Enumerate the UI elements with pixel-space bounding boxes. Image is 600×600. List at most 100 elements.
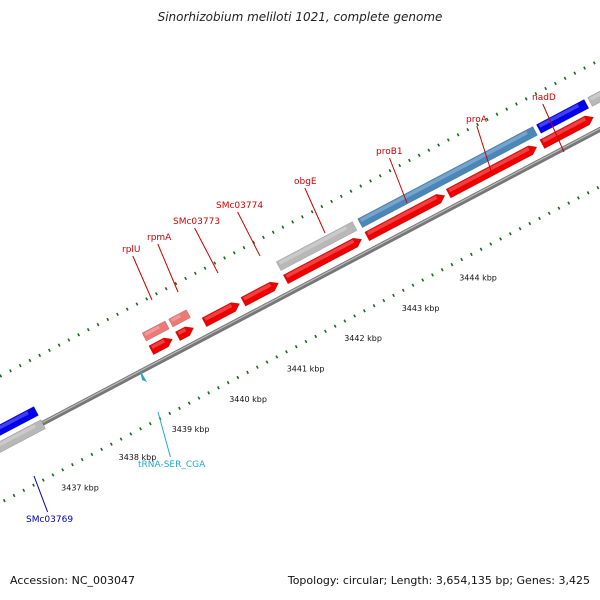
- trna-marker[interactable]: [140, 370, 147, 382]
- gene-rpmA-block-shape[interactable]: [175, 323, 196, 342]
- gene-proB1-cds-block-shape[interactable]: [357, 126, 538, 228]
- inner-tick-mark: [314, 334, 318, 339]
- inner-tick-mark: [61, 468, 65, 472]
- outer-tick-mark: [262, 235, 265, 240]
- gene-obgE-cds-block-shape[interactable]: [275, 221, 358, 271]
- gene-leader-line: [194, 227, 219, 274]
- outer-tick-mark: [281, 225, 285, 229]
- outer-tick-mark: [252, 240, 256, 245]
- gene-obgE-cds-block[interactable]: [275, 221, 358, 271]
- inner-tick-mark: [168, 411, 172, 416]
- gene-SMc03774-block[interactable]: [240, 279, 281, 307]
- gene-next-block[interactable]: [587, 80, 600, 107]
- gene-SMc03774-block-highlight: [243, 283, 272, 301]
- gene-next-block-shape[interactable]: [587, 80, 600, 107]
- gene-obgE-block-highlight: [285, 239, 355, 279]
- outer-tick-mark: [495, 112, 499, 116]
- gene-SMc03769-cds-block-highlight: [0, 424, 36, 465]
- gene-leader-line: [389, 157, 408, 204]
- gene-label-tRNA-SER_CGA[interactable]: tRNA-SER_CGA: [138, 460, 206, 470]
- gene-label-obgE[interactable]: obgE: [294, 177, 317, 187]
- scale-label: 3441 kbp: [287, 365, 325, 374]
- outer-tick-mark: [125, 307, 129, 311]
- gene-label-SMc03769[interactable]: SMc03769: [26, 515, 73, 525]
- gene-label-proB1[interactable]: proB1: [376, 147, 403, 157]
- inner-tick-mark: [450, 262, 454, 267]
- outer-tick-mark: [485, 117, 489, 122]
- gene-label-SMc03773[interactable]: SMc03773: [173, 217, 220, 227]
- inner-tick-mark: [362, 309, 366, 313]
- inner-tick-mark: [460, 257, 464, 262]
- gene-SMc03769-cds-block[interactable]: [0, 419, 46, 471]
- gene-obgE-block[interactable]: [282, 235, 364, 285]
- inner-tick-mark: [32, 483, 35, 487]
- gene-SMc03773-block[interactable]: [201, 299, 242, 328]
- gene-rplU-rRNA-block[interactable]: [141, 320, 170, 342]
- inner-tick-mark: [479, 247, 483, 251]
- scale-label: 3439 kbp: [172, 425, 210, 434]
- inner-tick-mark: [343, 319, 347, 323]
- outer-tick-mark: [553, 81, 557, 86]
- gene-SMc03773-block-shape[interactable]: [201, 299, 242, 328]
- gene-SMc03774-block-shape[interactable]: [240, 279, 281, 307]
- inner-tick-mark: [265, 360, 269, 364]
- outer-tick-mark: [57, 343, 61, 347]
- inner-tick-mark: [51, 473, 55, 477]
- outer-tick-mark: [446, 138, 450, 142]
- gene-leader-line: [157, 411, 171, 458]
- gene-proB1-block-shape[interactable]: [364, 191, 448, 242]
- gene-leader-line: [157, 243, 179, 293]
- gene-leader-line: [542, 103, 565, 153]
- gene-obgE-block-shape[interactable]: [282, 235, 364, 285]
- inner-tick-mark: [353, 314, 357, 318]
- gene-rpmA-rRNA-block-shape[interactable]: [168, 309, 191, 328]
- outer-tick-mark: [378, 174, 382, 178]
- gene-rplU-block-shape[interactable]: [148, 335, 175, 356]
- gene-rplU-block[interactable]: [148, 335, 175, 356]
- gene-next-block-highlight: [589, 85, 600, 101]
- outer-tick-mark: [320, 204, 324, 209]
- inner-tick-mark: [246, 370, 249, 375]
- outer-tick-mark: [583, 66, 586, 70]
- outer-tick-mark: [77, 333, 80, 337]
- inner-tick-mark: [557, 206, 561, 210]
- inner-tick-mark: [431, 273, 434, 277]
- outer-tick-mark: [524, 97, 528, 101]
- gene-label-rplU[interactable]: rplU: [122, 245, 141, 255]
- scale-label: 3440 kbp: [229, 395, 267, 404]
- inner-tick-mark: [80, 457, 84, 462]
- outer-tick-mark: [359, 184, 363, 188]
- gene-leader-line: [237, 211, 261, 257]
- outer-tick-mark: [563, 76, 567, 81]
- gene-nadD-block[interactable]: [539, 113, 596, 149]
- outer-tick-mark: [145, 297, 149, 301]
- inner-tick-mark: [148, 421, 152, 426]
- outer-tick-mark: [223, 256, 226, 260]
- inner-tick-mark: [187, 401, 191, 405]
- outer-tick-mark: [203, 266, 207, 270]
- gene-rplU-rRNA-block-shape[interactable]: [141, 320, 170, 342]
- inner-tick-mark: [304, 339, 308, 344]
- gene-nadD-cds-block[interactable]: [536, 99, 590, 134]
- gene-rpmA-block[interactable]: [175, 323, 196, 342]
- gene-SMc03769-cds-block-shape[interactable]: [0, 419, 46, 471]
- outer-tick-mark: [330, 199, 333, 204]
- gene-label-nadD[interactable]: nadD: [532, 93, 556, 103]
- gene-SMc03769-block[interactable]: [0, 406, 39, 458]
- gene-SMc03769-block-shape[interactable]: [0, 406, 39, 458]
- gene-label-SMc03774[interactable]: SMc03774: [216, 201, 263, 211]
- gene-rpmA-rRNA-block[interactable]: [168, 309, 191, 328]
- inner-tick-mark: [538, 216, 541, 221]
- gene-label-rpmA[interactable]: rpmA: [147, 233, 172, 243]
- gene-label-proA[interactable]: proA: [466, 115, 488, 125]
- gene-nadD-cds-block-shape[interactable]: [536, 99, 590, 134]
- gene-rpmA-block-highlight: [177, 328, 187, 335]
- outer-tick-mark: [534, 92, 538, 96]
- outer-tick-mark: [0, 374, 3, 378]
- outer-tick-mark: [349, 189, 353, 193]
- genome-backbone-highlight: [0, 127, 600, 446]
- gene-nadD-block-shape[interactable]: [539, 113, 596, 149]
- inner-tick-mark: [469, 252, 473, 257]
- gene-proB1-block[interactable]: [364, 191, 448, 242]
